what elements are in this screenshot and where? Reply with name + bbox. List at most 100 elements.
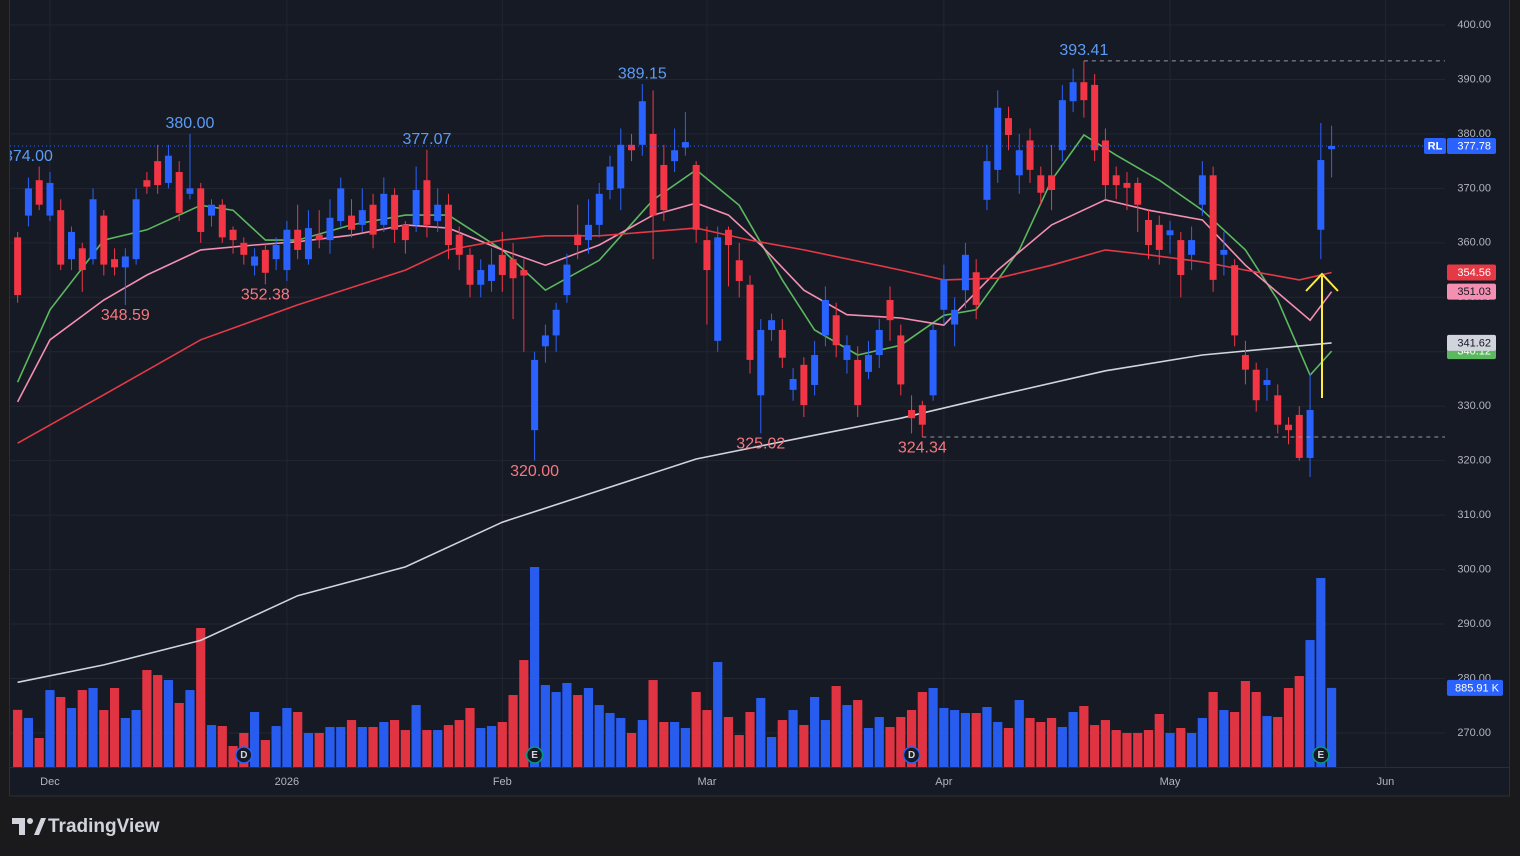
event-badge xyxy=(525,746,544,764)
volume-bar xyxy=(400,730,410,767)
candle-body xyxy=(1037,175,1045,193)
candle-body xyxy=(391,194,399,230)
event-badge xyxy=(235,746,253,764)
x-tick-label: Feb xyxy=(493,776,512,788)
volume-bar xyxy=(820,720,830,767)
volume-bar xyxy=(1230,712,1240,767)
candle-body xyxy=(832,315,840,346)
volume-bar xyxy=(885,727,895,767)
volume-bar xyxy=(1003,727,1014,767)
y-tick-label: 360.00 xyxy=(1457,237,1491,249)
candle-body xyxy=(444,204,452,246)
volume-bar xyxy=(906,710,917,767)
last-price-label: 377.78 xyxy=(1457,140,1491,152)
volume-bar xyxy=(486,726,497,767)
volume-bar xyxy=(88,687,98,767)
price-annotation: 348.59 xyxy=(101,307,150,324)
volume-bar xyxy=(788,710,798,767)
candle-body xyxy=(380,193,388,225)
candle-body xyxy=(972,272,980,305)
y-tick-label: 300.00 xyxy=(1457,563,1491,575)
event-label: D xyxy=(908,750,915,761)
volume-bar xyxy=(766,737,777,767)
drawing-arrow xyxy=(1305,272,1339,398)
price-badge-label: 341.62 xyxy=(1457,337,1491,349)
candle-body xyxy=(186,188,194,194)
volume-bar xyxy=(691,692,701,767)
candle-body xyxy=(563,264,571,296)
candle-body xyxy=(423,180,431,225)
volume-bar xyxy=(1079,706,1089,767)
event-label: E xyxy=(1317,750,1324,761)
volume-bar xyxy=(45,690,55,767)
volume-bar xyxy=(1068,712,1078,767)
volume-bar xyxy=(1294,676,1304,767)
candle-body xyxy=(854,359,862,406)
volume-bar xyxy=(1143,730,1154,767)
candle-body xyxy=(455,234,463,255)
volume-bar xyxy=(777,720,787,767)
volume-bar xyxy=(153,675,163,767)
event-label: E xyxy=(531,750,538,761)
volume-bar xyxy=(368,727,378,767)
volume-bar xyxy=(314,732,324,767)
y-tick-label: 270.00 xyxy=(1457,727,1491,739)
price-badge xyxy=(1447,264,1496,281)
candle-body xyxy=(1004,118,1012,136)
candle-body xyxy=(412,190,420,225)
candle-body xyxy=(994,107,1002,170)
candle-body xyxy=(488,264,496,281)
candle-body xyxy=(477,270,485,285)
volume-bar xyxy=(540,685,550,767)
volume-bar xyxy=(950,710,960,767)
volume-bar xyxy=(346,720,357,767)
x-tick-label: Jun xyxy=(1377,776,1395,788)
candle-body xyxy=(57,210,65,265)
candle-body xyxy=(595,193,603,225)
volume-bar xyxy=(1046,717,1057,767)
volume-bar xyxy=(1316,577,1326,767)
candle-body xyxy=(208,204,216,216)
candle-body xyxy=(89,199,97,260)
candle-body xyxy=(1112,175,1120,186)
candle-body xyxy=(272,245,280,260)
candle-body xyxy=(1209,175,1217,280)
moving-average-line xyxy=(17,342,1332,684)
volume-bar xyxy=(476,727,486,767)
volume-bar xyxy=(1262,716,1272,767)
volume-bar xyxy=(13,709,23,767)
volume-bar xyxy=(142,670,152,767)
candle-body xyxy=(1101,140,1109,186)
chart-frame xyxy=(9,0,1510,797)
volume-bar xyxy=(648,680,658,767)
candle-body xyxy=(67,231,75,260)
logo-mark xyxy=(34,818,46,835)
volume-bar xyxy=(605,712,615,767)
candle-body xyxy=(1091,84,1099,151)
x-tick-label: Dec xyxy=(40,776,60,788)
volume-bar xyxy=(77,690,87,767)
volume-bar xyxy=(734,735,744,767)
volume-bar xyxy=(831,686,841,767)
volume-bar xyxy=(120,717,130,767)
volume-bar xyxy=(562,682,572,767)
y-tick-label: 390.00 xyxy=(1457,73,1491,85)
candle-body xyxy=(574,234,582,246)
volume-bar xyxy=(745,712,755,767)
candle-body xyxy=(143,180,151,187)
candle-body xyxy=(304,228,312,260)
candle-body xyxy=(509,259,517,279)
candle-body xyxy=(1317,160,1325,230)
volume-bar xyxy=(1154,713,1164,767)
candle-body xyxy=(918,405,926,425)
volume-bar xyxy=(853,700,863,767)
volume-bar xyxy=(756,697,766,767)
candle-body xyxy=(649,133,657,216)
candle-body xyxy=(929,329,937,396)
candle-body xyxy=(768,320,776,330)
moving-average-line xyxy=(16,133,1333,383)
volume-bar xyxy=(1165,732,1175,767)
volume-bar xyxy=(1122,732,1132,767)
volume-bar xyxy=(583,687,594,767)
y-tick-label: 330.00 xyxy=(1457,400,1491,412)
